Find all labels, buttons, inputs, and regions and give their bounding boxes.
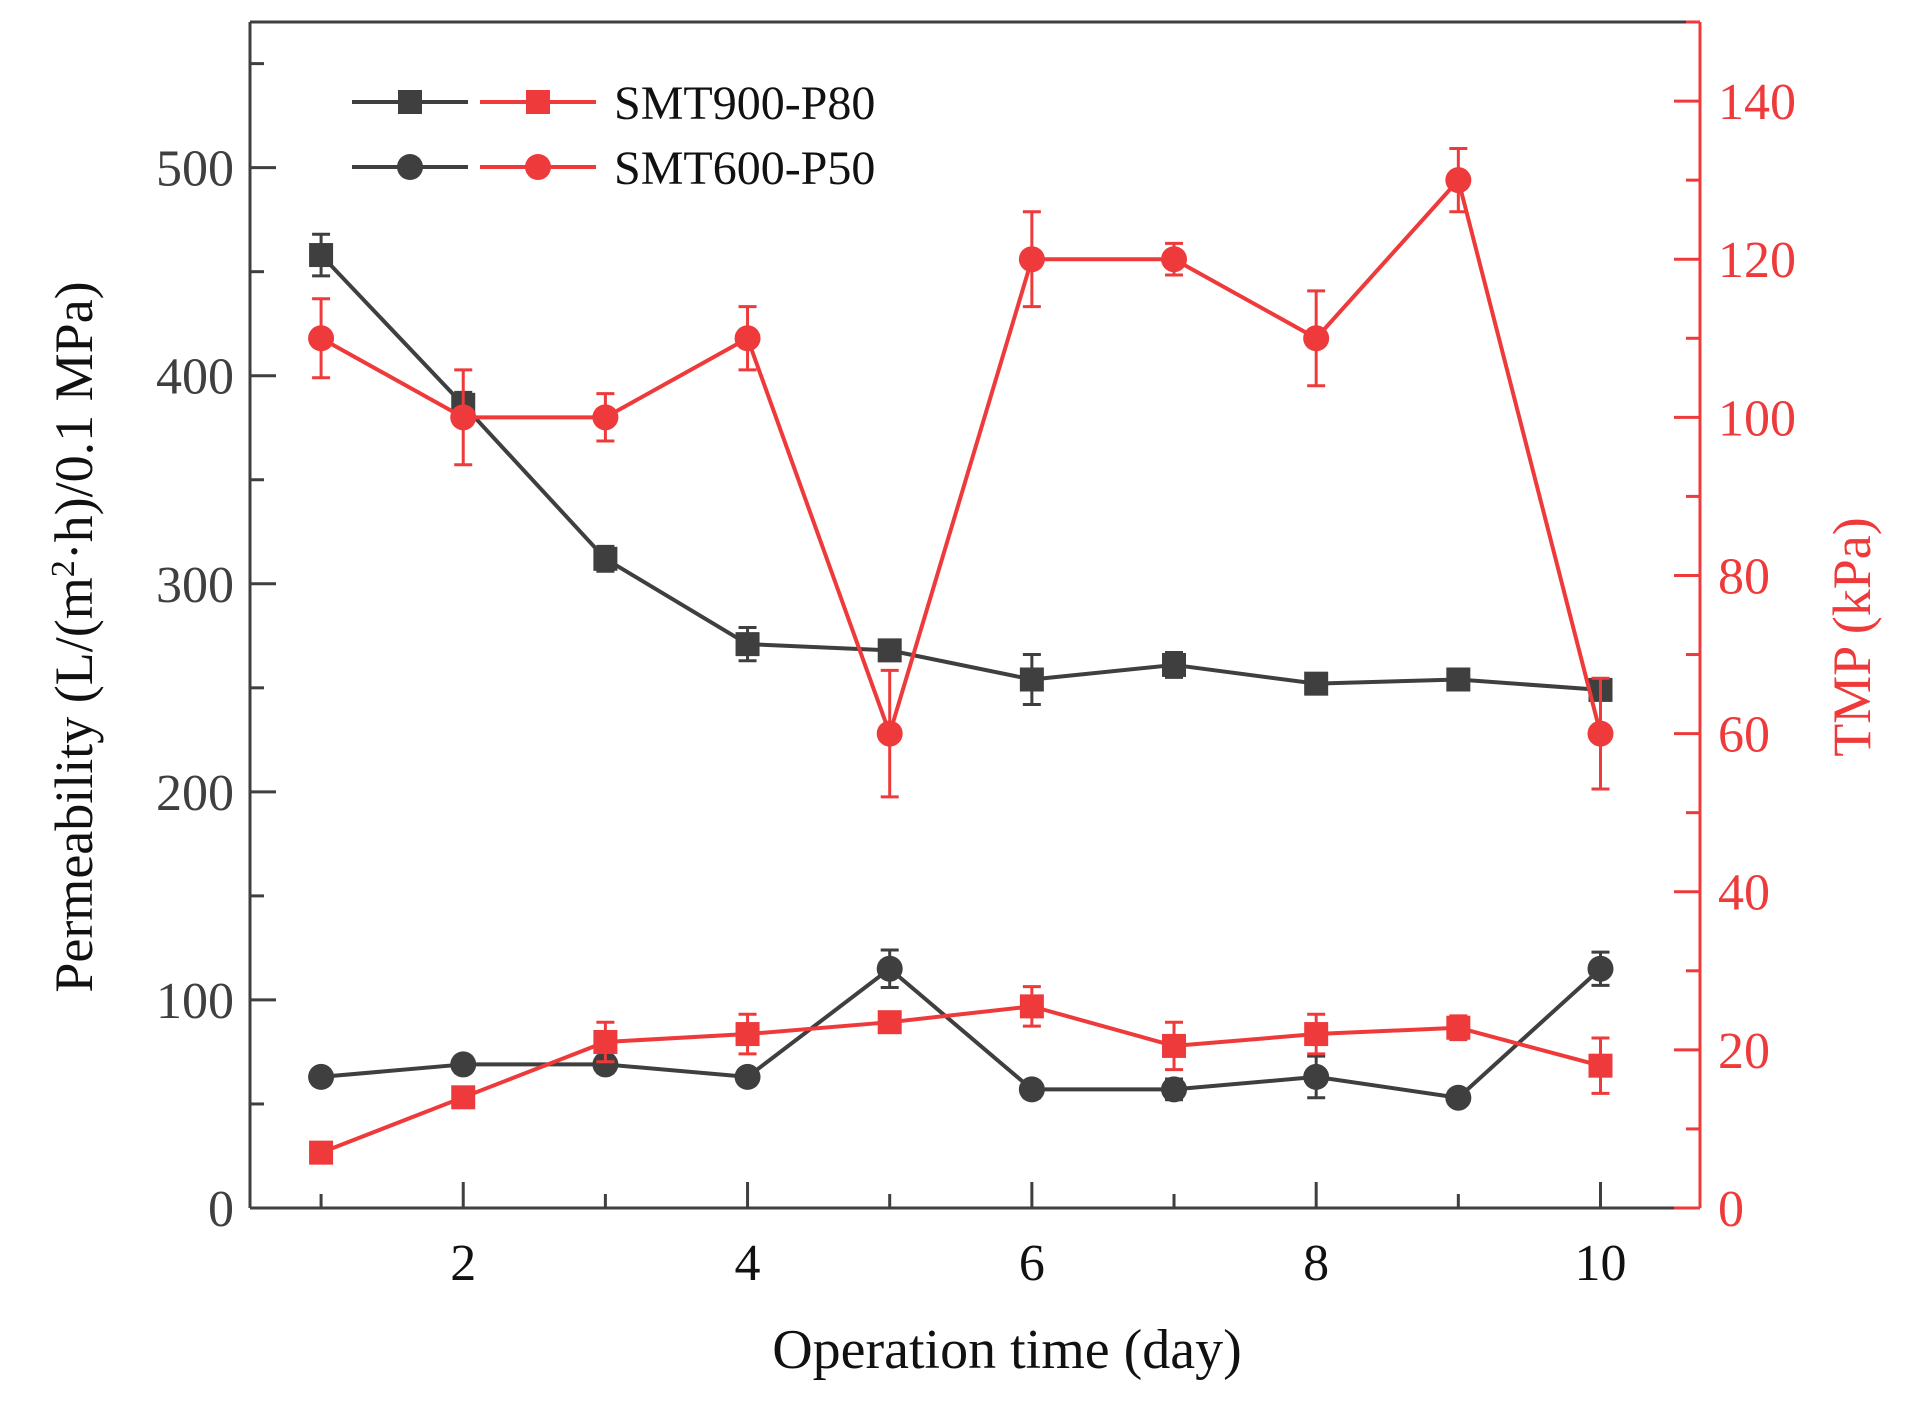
data-point <box>734 1063 761 1090</box>
data-point <box>1019 994 1044 1019</box>
data-point <box>876 955 903 982</box>
legend-marker-tmp <box>525 154 551 180</box>
legend-item-1: SMT900-P80 <box>352 77 875 130</box>
legend-marker-permeability <box>398 90 422 114</box>
data-point <box>308 325 335 352</box>
series-1 <box>309 232 1613 706</box>
y-left-tick-label: 500 <box>156 141 234 198</box>
data-point <box>877 1010 902 1035</box>
y-right-tick-label: 60 <box>1718 707 1770 764</box>
legend-label: SMT600-P50 <box>614 142 875 195</box>
data-point <box>735 632 760 657</box>
data-point <box>308 1063 335 1090</box>
y-right-tick-label: 120 <box>1718 232 1796 289</box>
data-point <box>592 404 619 431</box>
y-axis-left-label-suffix: ·h)/0.1 MPa) <box>44 281 104 560</box>
data-point <box>1161 1076 1188 1103</box>
data-point <box>1303 1063 1330 1090</box>
y-right-tick-label: 100 <box>1718 390 1796 447</box>
y-left-tick-label: 0 <box>208 1181 234 1238</box>
data-point <box>450 1051 477 1078</box>
series-4 <box>308 147 1614 799</box>
x-tick-label: 4 <box>735 1235 761 1292</box>
y-right-tick-label: 140 <box>1718 74 1796 131</box>
data-point <box>1162 1033 1187 1058</box>
y-axis-left-label: Permeability (L/(m2·h)/0.1 MPa) <box>44 281 104 992</box>
data-point <box>1587 955 1614 982</box>
series-3 <box>309 985 1613 1165</box>
y-right-tick-label: 0 <box>1718 1181 1744 1238</box>
data-point <box>593 546 618 571</box>
data-point <box>1588 1053 1613 1078</box>
data-point <box>1162 652 1187 677</box>
data-point <box>1018 1076 1045 1103</box>
data-point <box>593 1029 618 1054</box>
legend-item-2: SMT600-P50 <box>352 142 875 195</box>
data-point <box>735 1022 760 1047</box>
data-point <box>1161 246 1188 273</box>
y-left-tick-label: 300 <box>156 557 234 614</box>
y-axis-left-label-sup: 2 <box>45 560 82 577</box>
series-layer <box>308 147 1614 1165</box>
x-tick-label: 6 <box>1019 1235 1045 1292</box>
data-point <box>1019 667 1044 692</box>
data-point <box>1446 1015 1471 1040</box>
data-point <box>309 243 334 268</box>
legend-marker-permeability <box>397 154 423 180</box>
data-point <box>1018 246 1045 273</box>
y-left-tick-label: 200 <box>156 765 234 822</box>
series-2 <box>308 948 1614 1111</box>
data-point <box>1304 1022 1329 1047</box>
data-point <box>734 325 761 352</box>
legend-label: SMT900-P80 <box>614 77 875 130</box>
data-point <box>451 1085 476 1110</box>
data-point <box>1446 667 1471 692</box>
data-point <box>1303 325 1330 352</box>
data-point <box>876 720 903 747</box>
x-tick-label: 10 <box>1574 1235 1626 1292</box>
x-tick-label: 8 <box>1303 1235 1329 1292</box>
legend-layer: SMT900-P80 SMT600-P50 <box>352 77 875 195</box>
series-line <box>320 178 1603 736</box>
y-right-tick-label: 80 <box>1718 548 1770 605</box>
y-axis-left-label-prefix: Permeability (L/(m <box>44 577 104 992</box>
y-left-tick-label: 100 <box>156 973 234 1030</box>
data-point <box>877 638 902 663</box>
data-point <box>1445 167 1472 194</box>
data-point <box>1587 720 1614 747</box>
legend-marker-tmp <box>526 90 550 114</box>
data-point <box>1445 1084 1472 1111</box>
series-line <box>319 253 1601 692</box>
y-axis-right-label: TMP (kPa) <box>1822 517 1882 757</box>
x-tick-label: 2 <box>450 1235 476 1292</box>
y-right-tick-label: 20 <box>1718 1023 1770 1080</box>
data-point <box>450 404 477 431</box>
series-line <box>320 1004 1602 1155</box>
x-axis-label: Operation time (day) <box>772 1319 1242 1381</box>
y-right-tick-label: 40 <box>1718 865 1770 922</box>
data-point <box>1304 671 1329 696</box>
data-point <box>592 1051 619 1078</box>
data-point <box>309 1140 334 1165</box>
y-left-tick-label: 400 <box>156 349 234 406</box>
series-line <box>320 966 1602 1100</box>
